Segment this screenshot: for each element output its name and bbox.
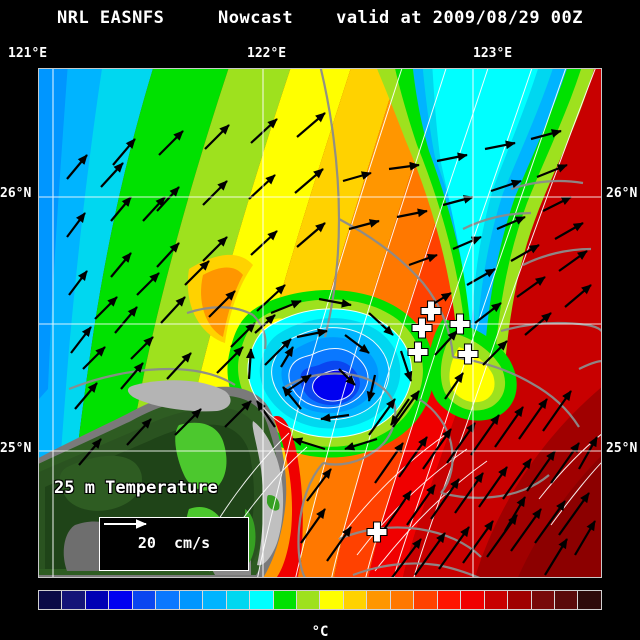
station-markers[interactable] xyxy=(366,300,479,543)
colorbar-swatch xyxy=(531,591,555,609)
colorbar-swatch xyxy=(39,591,63,609)
colorbar-swatch xyxy=(461,591,485,609)
colorbar-swatch xyxy=(250,591,274,609)
colorbar-swatch xyxy=(85,591,110,609)
temperature-field xyxy=(39,69,601,577)
vector-scale-label: 20 cm/s xyxy=(137,534,211,552)
colorbar-swatch xyxy=(203,591,227,609)
colorbar-swatch xyxy=(296,591,321,609)
colorbar-swatch xyxy=(367,591,391,609)
lat-label-26n-right: 26°N xyxy=(606,186,638,201)
sst-map-svg xyxy=(39,69,601,577)
map-plot-area[interactable]: 25 m Temperature 20 cm/s xyxy=(38,68,602,578)
colorbar-swatch xyxy=(554,591,579,609)
current-vectors xyxy=(66,112,598,577)
lon-label-123e: 123°E xyxy=(473,46,513,61)
colorbar-unit-label: °C xyxy=(311,624,329,640)
colorbar[interactable] xyxy=(38,590,602,610)
colorbar-swatch xyxy=(320,591,344,609)
colorbar-swatch xyxy=(156,591,180,609)
vector-scale-arrow xyxy=(104,519,147,529)
graticule xyxy=(39,69,601,577)
colorbar-swatch xyxy=(414,591,438,609)
colorbar-swatch xyxy=(109,591,133,609)
lat-label-26n-left: 26°N xyxy=(0,186,32,201)
field-label: 25 m Temperature xyxy=(54,478,218,498)
colorbar-swatch xyxy=(132,591,157,609)
lon-label-121e: 121°E xyxy=(8,46,48,61)
colorbar-swatch xyxy=(179,591,204,609)
colorbar-swatch xyxy=(437,591,462,609)
vector-scale-box: 20 cm/s xyxy=(99,517,249,571)
colorbar-swatch xyxy=(226,591,251,609)
lon-label-122e: 122°E xyxy=(247,46,287,61)
colorbar-swatch xyxy=(484,591,509,609)
colorbar-swatch xyxy=(62,591,86,609)
lat-label-25n-left: 25°N xyxy=(0,441,32,456)
colorbar-swatch xyxy=(343,591,368,609)
page-title: NRL EASNFS Nowcast valid at 2009/08/29 0… xyxy=(56,8,583,28)
colorbar-swatch xyxy=(508,591,532,609)
colorbar-swatch xyxy=(390,591,415,609)
lat-label-25n-right: 25°N xyxy=(606,441,638,456)
colorbar-swatch xyxy=(273,591,297,609)
colorbar-swatch xyxy=(578,591,601,609)
